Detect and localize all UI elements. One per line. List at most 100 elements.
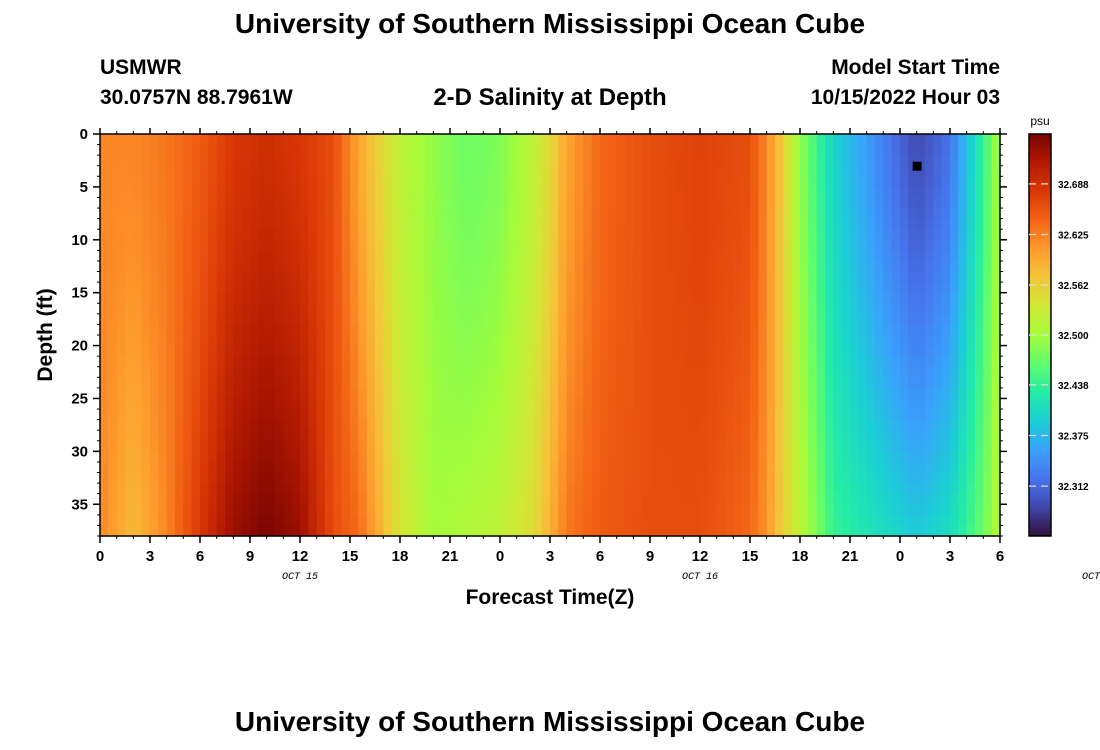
heatmap-cell [766, 229, 776, 241]
heatmap-cell [975, 493, 984, 505]
heatmap-cell [591, 186, 601, 199]
heatmap-cell [141, 430, 151, 442]
heatmap-cell [783, 409, 793, 421]
x-tick-label: 9 [646, 548, 654, 565]
heatmap-cell [650, 430, 659, 442]
heatmap-cell [683, 483, 693, 495]
heatmap-cell [950, 303, 959, 315]
heatmap-cell [841, 430, 851, 442]
heatmap-cell [775, 218, 784, 230]
heatmap-cell [200, 250, 209, 262]
heatmap-cell [258, 409, 268, 421]
heatmap-cell [425, 324, 434, 336]
heatmap-cell [616, 218, 626, 230]
heatmap-cell [733, 155, 743, 167]
heatmap-cell [933, 303, 943, 315]
heatmap-cell [341, 229, 351, 241]
heatmap-cell [575, 134, 584, 146]
heatmap-cell [991, 409, 1001, 421]
heatmap-cell [941, 303, 951, 315]
heatmap-cell [775, 483, 784, 495]
heatmap-cell [441, 366, 451, 378]
heatmap-cell [450, 377, 459, 389]
heatmap-cell [533, 483, 543, 495]
heatmap-cell [608, 356, 618, 368]
heatmap-cell [783, 377, 793, 389]
heatmap-cell [133, 461, 143, 474]
heatmap-cell [291, 186, 301, 199]
heatmap-cell [325, 324, 334, 336]
heatmap-cell [466, 176, 476, 188]
heatmap-cell [325, 419, 334, 431]
heatmap-cell [733, 282, 743, 294]
heatmap-cell [816, 208, 826, 220]
heatmap-cell [858, 271, 868, 283]
heatmap-cell [708, 461, 718, 474]
heatmap-cell [716, 345, 726, 357]
heatmap-cell [758, 409, 768, 421]
heatmap-cell [666, 324, 676, 336]
heatmap-cell [900, 313, 909, 326]
heatmap-cell [975, 292, 984, 304]
heatmap-cell [750, 197, 759, 209]
heatmap-cell [441, 493, 451, 505]
heatmap-cell [466, 155, 476, 167]
heatmap-cell [575, 271, 584, 283]
heatmap-cell [941, 398, 951, 410]
heatmap-cell [175, 176, 184, 188]
heatmap-cell [358, 144, 368, 156]
heatmap-cell [208, 229, 218, 241]
heatmap-cell [600, 176, 609, 188]
heatmap-cell [575, 356, 584, 368]
heatmap-cell [983, 229, 993, 241]
heatmap-cell [216, 313, 226, 326]
heatmap-cell [400, 398, 409, 410]
heatmap-cell [266, 335, 276, 347]
heatmap-cell [925, 186, 934, 199]
heatmap-cell [300, 155, 309, 167]
heatmap-cell [533, 313, 543, 326]
heatmap-cell [475, 165, 484, 177]
heatmap-cell [725, 303, 734, 315]
heatmap-cell [308, 260, 318, 273]
heatmap-cell [466, 472, 476, 484]
heatmap-cell [383, 345, 393, 357]
heatmap-cell [591, 239, 601, 251]
heatmap-cell [525, 282, 534, 294]
heatmap-cell [650, 144, 659, 156]
heatmap-cell [983, 493, 993, 505]
heatmap-cell [758, 186, 768, 199]
heatmap-cell [616, 377, 626, 389]
heatmap-cell [975, 176, 984, 188]
heatmap-cell [133, 387, 143, 400]
heatmap-cell [358, 197, 368, 209]
heatmap-cell [633, 335, 643, 347]
heatmap-cell [325, 155, 334, 167]
heatmap-cell [133, 186, 143, 199]
heatmap-cell [783, 134, 793, 146]
heatmap-cell [516, 197, 526, 209]
heatmap-cell [625, 155, 634, 167]
heatmap-cell [550, 461, 559, 474]
heatmap-cell [325, 229, 334, 241]
heatmap-cell [891, 335, 901, 347]
heatmap-cell [858, 313, 868, 326]
heatmap-cell [325, 493, 334, 505]
heatmap-cell [158, 313, 168, 326]
heatmap-cell [250, 472, 259, 484]
heatmap-cell [125, 504, 134, 516]
heatmap-cell [566, 356, 576, 368]
heatmap-cell [833, 504, 843, 516]
heatmap-cell [616, 430, 626, 442]
heatmap-cell [866, 239, 876, 251]
heatmap-cell [800, 134, 809, 146]
heatmap-cell [325, 208, 334, 220]
heatmap-cell [691, 197, 701, 209]
heatmap-cell [866, 176, 876, 188]
heatmap-cell [891, 366, 901, 378]
heatmap-cell [550, 271, 559, 283]
heatmap-cell [516, 155, 526, 167]
heatmap-cell [141, 461, 151, 474]
heatmap-cell [383, 271, 393, 283]
heatmap-cell [658, 366, 668, 378]
